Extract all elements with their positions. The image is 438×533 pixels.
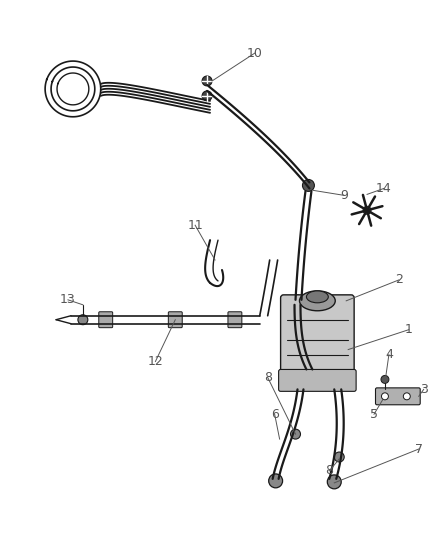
Circle shape [78, 315, 88, 325]
Ellipse shape [307, 291, 328, 303]
Text: 13: 13 [60, 293, 76, 306]
Circle shape [202, 91, 212, 101]
Text: 10: 10 [247, 46, 263, 60]
Circle shape [381, 393, 389, 400]
Text: 8: 8 [325, 464, 333, 478]
Text: 11: 11 [187, 219, 203, 232]
Circle shape [303, 180, 314, 191]
Text: 12: 12 [148, 355, 163, 368]
Ellipse shape [300, 291, 335, 311]
Text: 14: 14 [376, 182, 392, 195]
Text: 7: 7 [415, 442, 423, 456]
Circle shape [327, 475, 341, 489]
Circle shape [290, 429, 300, 439]
FancyBboxPatch shape [228, 312, 242, 328]
Text: 5: 5 [370, 408, 378, 421]
Text: 2: 2 [395, 273, 403, 286]
FancyBboxPatch shape [375, 388, 420, 405]
Circle shape [268, 474, 283, 488]
Text: 9: 9 [340, 189, 348, 202]
Circle shape [403, 393, 410, 400]
Circle shape [381, 375, 389, 383]
Text: 6: 6 [271, 408, 279, 421]
Circle shape [334, 452, 344, 462]
Text: 8: 8 [264, 371, 272, 384]
Text: 1: 1 [405, 323, 413, 336]
Circle shape [363, 206, 371, 214]
Text: 4: 4 [385, 348, 393, 361]
FancyBboxPatch shape [99, 312, 113, 328]
Circle shape [293, 295, 303, 305]
FancyBboxPatch shape [279, 369, 356, 391]
Circle shape [202, 76, 212, 86]
FancyBboxPatch shape [168, 312, 182, 328]
FancyBboxPatch shape [281, 295, 354, 385]
Text: 3: 3 [420, 383, 427, 396]
